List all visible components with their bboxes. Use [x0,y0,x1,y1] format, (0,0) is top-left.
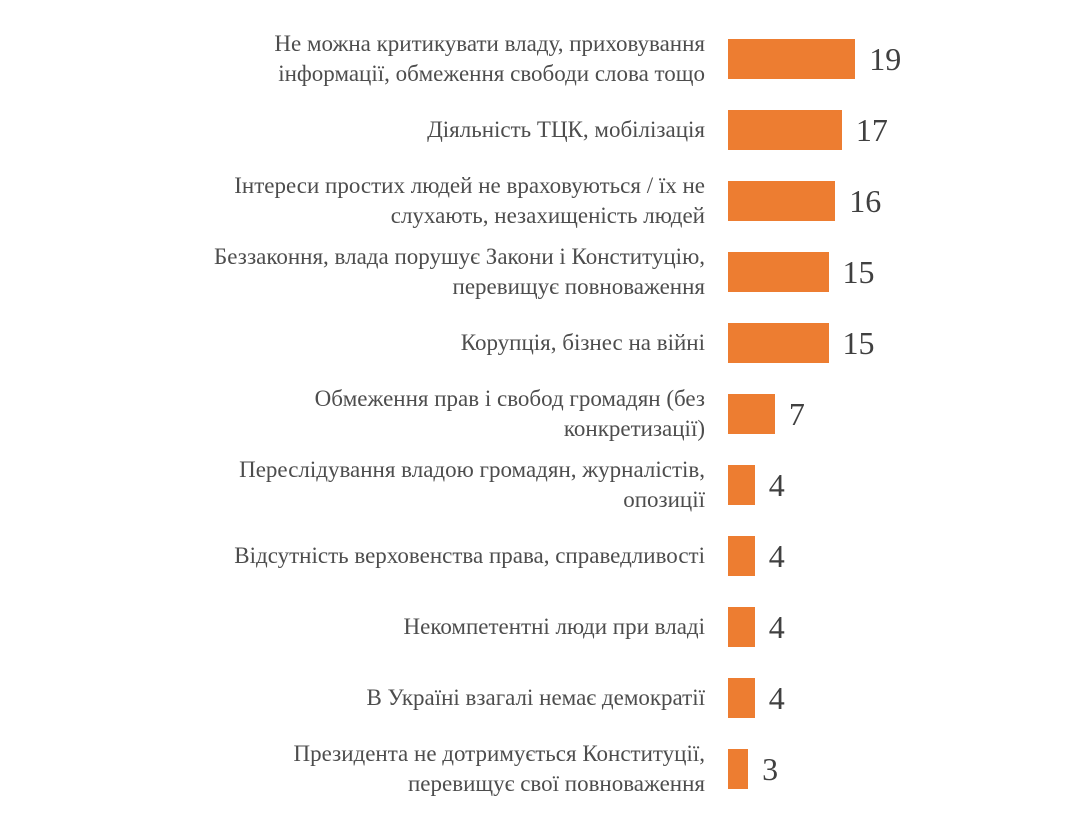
value-label: 4 [768,609,785,646]
chart-row: Беззаконня, влада порушує Закони і Конст… [0,236,1091,307]
bar-area: 16 [728,180,882,221]
category-label: Діяльність ТЦК, мобілізація [0,115,705,145]
bar [728,109,842,150]
bar [728,749,749,790]
chart-row: В Україні взагалі немає демократії 4 [0,663,1091,734]
bar-area: 15 [728,251,875,292]
bar-area: 4 [728,536,785,577]
bar-area: 15 [728,322,875,363]
category-label-line: Корупція, бізнес на війні [460,329,705,355]
value-label: 3 [762,751,779,788]
category-label-line: інформації, обмеження свободи слова тощо [278,60,705,86]
category-label: Беззаконня, влада порушує Закони і Конст… [0,242,705,302]
chart-row: Обмеження прав і свобод громадян (без кон… [0,378,1091,449]
category-label: Переслідування владою громадян, журналіс… [0,455,705,515]
category-label: Корупція, бізнес на війні [0,328,705,358]
category-label: Не можна критикувати владу, приховування… [0,29,705,89]
bar-area: 7 [728,394,805,435]
chart-row: Відсутність верховенства права, справедл… [0,521,1091,592]
bar [728,251,829,292]
bar-area: 19 [728,38,902,79]
category-label: Відсутність верховенства права, справедл… [0,541,705,571]
category-label-line: В Україні взагалі немає демократії [366,685,705,711]
chart-row: Переслідування владою громадян, журналіс… [0,450,1091,521]
value-label: 4 [768,680,785,717]
category-label-line: слухають, незахищеність людей [390,202,705,228]
bar-area: 4 [728,607,785,648]
category-label-line: Президента не дотримується Конституції, [293,741,705,767]
category-label-line: Діяльність ТЦК, мобілізація [427,116,705,142]
category-label-line: Інтереси простих людей не враховуються /… [234,172,705,198]
category-label-line: Переслідування владою громадян, журналіс… [239,457,705,483]
bar [728,180,836,221]
category-label-line: Відсутність верховенства права, справедл… [234,543,705,569]
category-label-line: перевищує свої повноваження [407,771,705,797]
value-label: 17 [855,111,888,148]
category-label: Інтереси простих людей не враховуються /… [0,171,705,231]
category-label-line: конкретизації) [563,416,705,442]
category-label-line: Беззаконня, влада порушує Закони і Конст… [214,243,705,269]
bar [728,536,755,577]
chart-row: Президента не дотримується Конституції, п… [0,734,1091,805]
chart-row: Не можна критикувати владу, приховування… [0,23,1091,94]
category-label-line: Не можна критикувати владу, приховування [274,30,705,56]
bar-area: 4 [728,678,785,719]
category-label: Президента не дотримується Конституції, п… [0,739,705,799]
value-label: 15 [842,324,875,361]
bar [728,678,755,719]
category-label-line: Обмеження прав і свобод громадян (без [314,386,705,412]
bar-area: 3 [728,749,779,790]
bar [728,607,755,648]
chart-rows: Не можна критикувати владу, приховування… [0,23,1091,805]
category-label-line: перевищує повноваження [452,273,705,299]
value-label: 7 [788,396,805,433]
chart-row: Корупція, бізнес на війні 15 [0,307,1091,378]
value-label: 19 [869,40,902,77]
value-label: 16 [849,182,882,219]
category-label-line: Некомпетентні люди при владі [403,614,705,640]
chart-row: Інтереси простих людей не враховуються /… [0,165,1091,236]
bar [728,394,775,435]
category-label-line: опозиції [623,487,705,513]
category-label: Обмеження прав і свобод громадян (без кон… [0,384,705,444]
chart-row: Некомпетентні люди при владі 4 [0,592,1091,663]
value-label: 4 [768,467,785,504]
value-label: 4 [768,538,785,575]
category-label: Некомпетентні люди при владі [0,612,705,642]
bar-area: 17 [728,109,888,150]
category-label: В Україні взагалі немає демократії [0,683,705,713]
bar [728,465,755,506]
bar-area: 4 [728,465,785,506]
chart-row: Діяльність ТЦК, мобілізація 17 [0,94,1091,165]
bar [728,38,856,79]
bar [728,322,829,363]
value-label: 15 [842,253,875,290]
